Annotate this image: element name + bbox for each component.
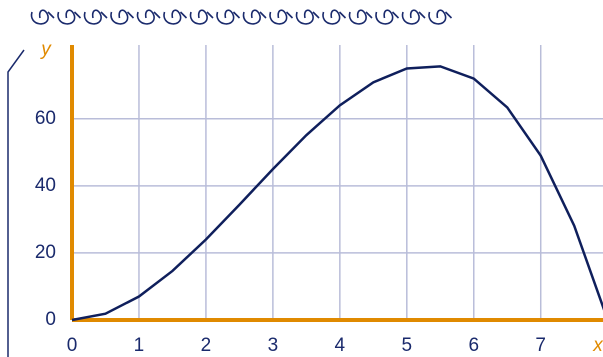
spiral-loop xyxy=(295,9,320,25)
spiral-loop xyxy=(375,9,400,25)
spiral-binding xyxy=(30,9,453,25)
spiral-loop xyxy=(401,9,426,25)
x-tick-label: 7 xyxy=(535,335,546,356)
y-tick-label: 20 xyxy=(35,242,56,263)
spiral-loop xyxy=(189,9,214,25)
x-tick-label: 6 xyxy=(468,335,479,356)
x-tick-label: 3 xyxy=(268,335,279,356)
y-tick-label: 0 xyxy=(45,309,56,330)
x-tick-label: 5 xyxy=(402,335,413,356)
x-tick-label: 0 xyxy=(67,335,78,356)
spiral-loop xyxy=(216,9,241,25)
spiral-loop xyxy=(83,9,108,25)
x-tick-label: 2 xyxy=(201,335,212,356)
spiral-loop xyxy=(428,9,453,25)
spiral-loop xyxy=(242,9,267,25)
spiral-loop xyxy=(30,9,55,25)
y-tick-label: 60 xyxy=(35,108,56,129)
spiral-loop xyxy=(57,9,82,25)
x-tick-label: 4 xyxy=(335,335,346,356)
x-axis-label: x xyxy=(592,335,603,356)
spiral-loop xyxy=(110,9,135,25)
curve xyxy=(71,65,603,322)
spiral-loop xyxy=(269,9,294,25)
y-axis-label: y xyxy=(39,39,52,60)
y-tick-label: 40 xyxy=(35,175,56,196)
spiral-loop xyxy=(348,9,373,25)
spiral-loop xyxy=(136,9,161,25)
x-tick-label: 1 xyxy=(134,335,145,356)
page-edge xyxy=(7,49,25,357)
spiral-loop xyxy=(163,9,188,25)
spiral-loop xyxy=(322,9,347,25)
